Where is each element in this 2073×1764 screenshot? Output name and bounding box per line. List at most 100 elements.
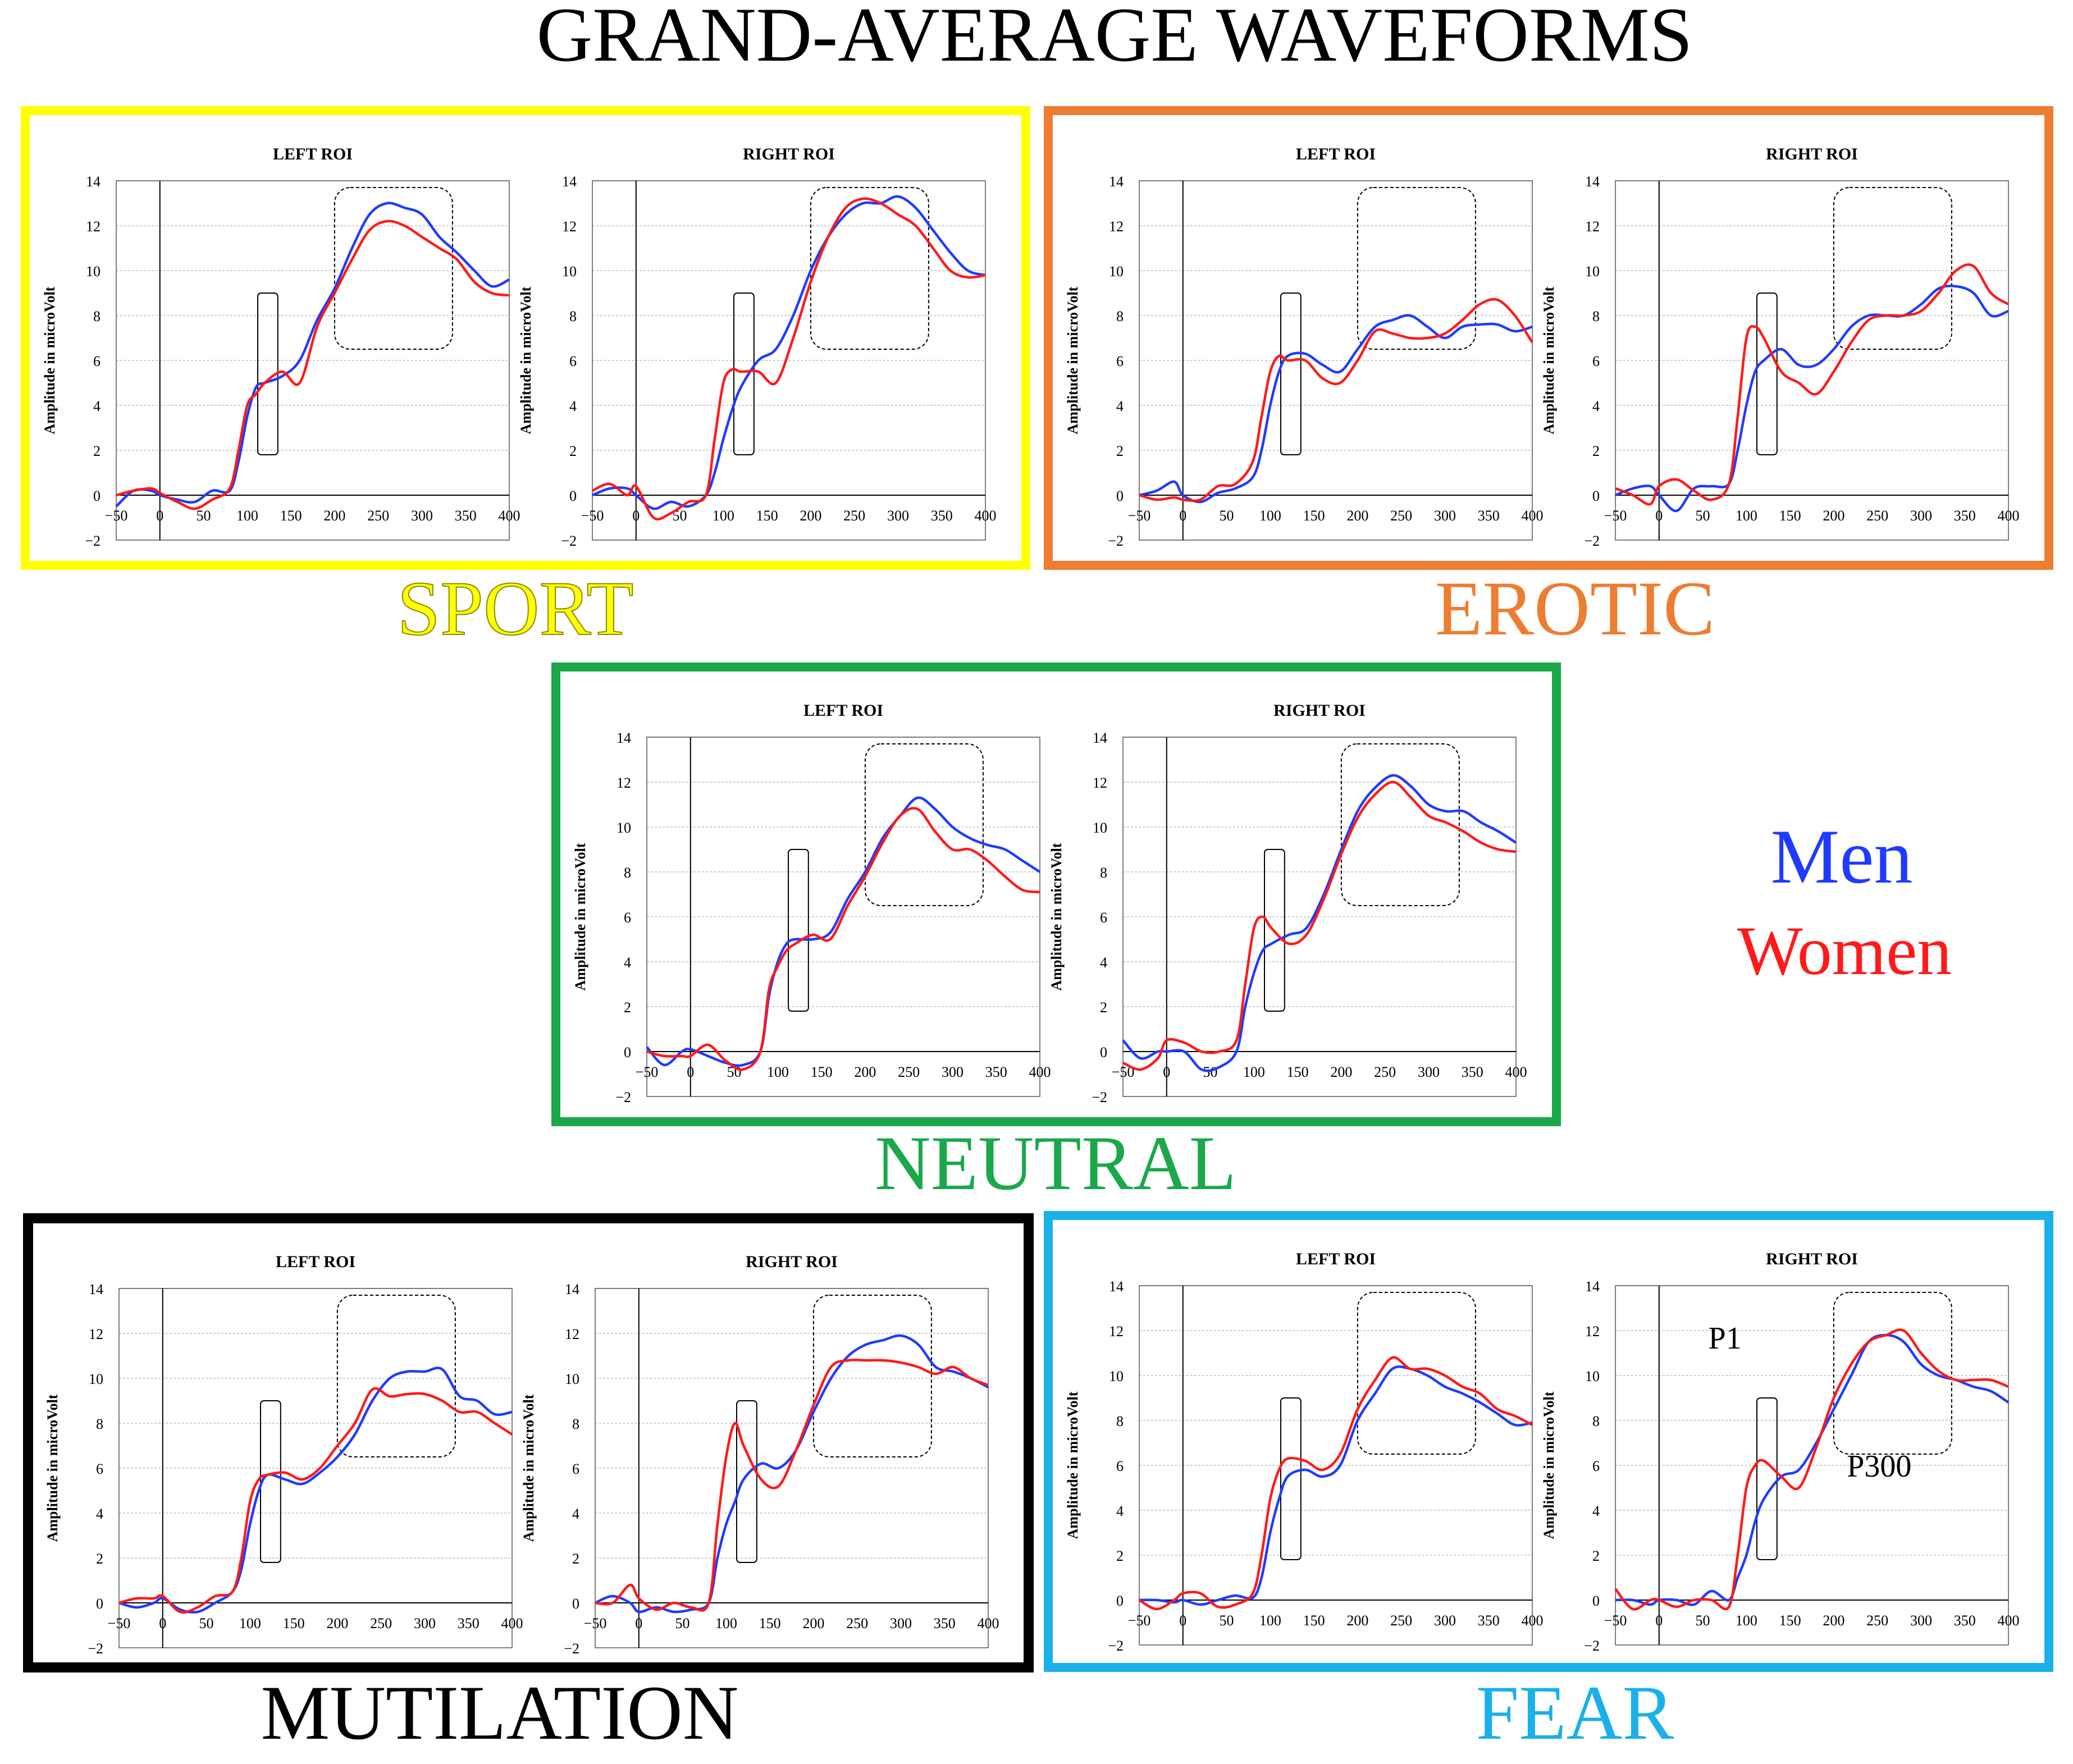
y-tick-label: 10 xyxy=(617,820,631,836)
y-tick-label: 4 xyxy=(1116,398,1124,414)
x-tick-label: −50 xyxy=(108,1615,131,1632)
y-tick-label: −2 xyxy=(1108,533,1124,549)
y-tick-label: 2 xyxy=(1116,443,1124,459)
x-tick-label: −50 xyxy=(105,508,128,524)
condition-label: SPORT xyxy=(397,565,633,651)
x-tick-label: 350 xyxy=(1954,1612,1976,1629)
x-tick-label: 400 xyxy=(501,1615,523,1632)
x-tick-label: 100 xyxy=(1259,1612,1281,1629)
y-tick-label: 4 xyxy=(569,398,577,414)
condition-frame xyxy=(23,1213,1034,1672)
y-axis-label: Amplitude in microVolt xyxy=(520,1394,537,1542)
y-tick-label: −2 xyxy=(564,1640,579,1657)
x-tick-label: 100 xyxy=(713,508,734,524)
plot-frame xyxy=(595,1288,989,1648)
x-tick-label: 200 xyxy=(1346,508,1368,524)
p300-window xyxy=(336,1295,456,1457)
y-tick-label: 8 xyxy=(572,1416,579,1432)
roi-panel-right: RIGHT ROI −2 0 2 4 6 8 10 12 14 −50 0 50 100 150 200 250… xyxy=(520,1253,999,1657)
condition-label: NEUTRAL xyxy=(875,1120,1236,1206)
y-axis-label: Amplitude in microVolt xyxy=(1541,1391,1557,1539)
y-tick-label: −2 xyxy=(1584,1638,1600,1654)
panel-title: RIGHT ROI xyxy=(1766,145,1858,163)
x-tick-label: 400 xyxy=(1998,1612,2020,1629)
y-axis-label: Amplitude in microVolt xyxy=(572,843,588,990)
y-tick-label: 0 xyxy=(1592,1593,1600,1609)
p300-annotation: P300 xyxy=(1847,1449,1911,1484)
y-tick-label: 14 xyxy=(617,730,631,746)
y-axis-label: Amplitude in microVolt xyxy=(518,286,534,434)
y-tick-label: 6 xyxy=(1592,353,1600,369)
panel-title: LEFT ROI xyxy=(1296,1250,1376,1268)
x-tick-label: 0 xyxy=(1179,508,1186,524)
y-tick-label: 14 xyxy=(89,1281,103,1297)
y-tick-label: −2 xyxy=(1108,1638,1124,1654)
y-tick-label: 14 xyxy=(1585,173,1600,190)
series-line-women xyxy=(1139,298,1533,502)
x-tick-label: 250 xyxy=(846,1615,868,1632)
series-line-women xyxy=(118,1387,513,1614)
y-tick-label: 12 xyxy=(562,218,577,235)
x-tick-label: 250 xyxy=(843,508,865,524)
x-tick-label: 250 xyxy=(370,1615,392,1632)
x-tick-label: −50 xyxy=(1128,508,1151,524)
x-tick-label: 0 xyxy=(687,1064,694,1080)
x-tick-label: 100 xyxy=(1243,1064,1265,1080)
x-tick-label: 150 xyxy=(1287,1064,1309,1080)
panel-title: LEFT ROI xyxy=(273,145,353,163)
legend-women: Women xyxy=(1737,912,1952,989)
x-tick-label: 300 xyxy=(1910,508,1932,524)
series-line-women xyxy=(1615,263,2010,506)
x-tick-label: 250 xyxy=(898,1064,920,1080)
condition-frame xyxy=(551,662,1561,1126)
condition-label: MUTILATION xyxy=(261,1670,739,1756)
p300-window xyxy=(864,743,984,906)
y-tick-label: 12 xyxy=(617,775,631,791)
y-tick-label: 4 xyxy=(1100,954,1107,971)
series-line-men xyxy=(1139,314,1533,504)
y-tick-label: 14 xyxy=(1093,730,1107,746)
x-tick-label: −50 xyxy=(1604,1612,1627,1629)
x-tick-label: 200 xyxy=(1823,1612,1844,1629)
panel-title: LEFT ROI xyxy=(276,1253,355,1271)
y-tick-label: 6 xyxy=(1116,1458,1124,1474)
x-tick-label: 350 xyxy=(1954,508,1976,524)
series-line-men xyxy=(1139,1365,1533,1606)
y-tick-label: 12 xyxy=(1109,1323,1124,1340)
y-tick-label: 12 xyxy=(1109,218,1124,235)
y-tick-label: 10 xyxy=(89,1371,103,1387)
p300-window xyxy=(1357,1292,1476,1455)
x-tick-label: 300 xyxy=(1910,1612,1932,1629)
y-tick-label: 10 xyxy=(1109,263,1124,280)
x-tick-label: 350 xyxy=(985,1064,1007,1080)
y-tick-label: 12 xyxy=(1093,775,1107,791)
y-tick-label: 12 xyxy=(89,1326,103,1342)
y-tick-label: −2 xyxy=(561,533,577,549)
x-tick-label: 150 xyxy=(1303,508,1325,524)
x-tick-label: 350 xyxy=(455,508,477,524)
panel-title: LEFT ROI xyxy=(1296,145,1376,163)
legend-men: Men xyxy=(1771,814,1913,899)
y-tick-label: 0 xyxy=(572,1596,579,1612)
x-tick-label: 400 xyxy=(975,508,997,524)
y-tick-label: 4 xyxy=(1592,1503,1600,1519)
x-tick-label: 200 xyxy=(1330,1064,1352,1080)
series-line-women xyxy=(1122,780,1517,1071)
x-tick-label: 0 xyxy=(1179,1612,1186,1629)
p1-window xyxy=(788,849,809,1012)
y-tick-label: 10 xyxy=(565,1371,579,1387)
y-tick-label: 2 xyxy=(96,1551,103,1567)
condition-frame xyxy=(21,106,1030,570)
condition-frame xyxy=(1044,1211,2053,1672)
y-tick-label: 4 xyxy=(1116,1503,1124,1519)
plot-frame xyxy=(646,737,1040,1097)
y-tick-label: 0 xyxy=(1592,488,1600,504)
y-tick-label: −2 xyxy=(1092,1089,1107,1105)
x-tick-label: 200 xyxy=(800,508,821,524)
x-tick-label: 200 xyxy=(1346,1612,1368,1629)
